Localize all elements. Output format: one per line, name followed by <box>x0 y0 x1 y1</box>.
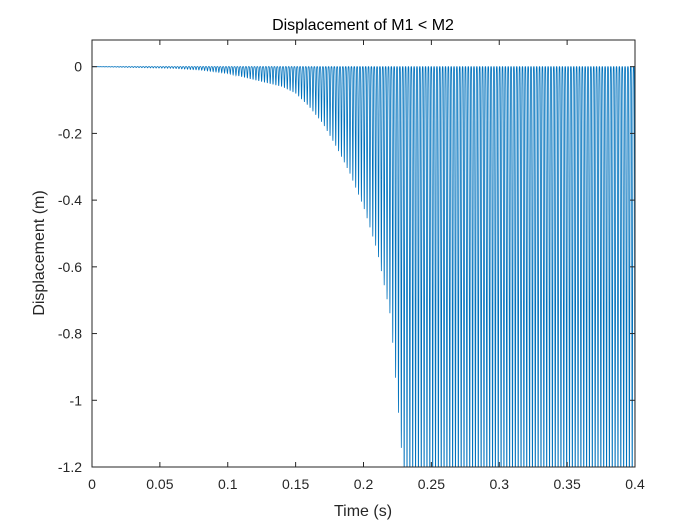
x-tick-label: 0.1 <box>218 476 238 492</box>
y-axis-label: Displacement (m) <box>31 190 48 315</box>
chart-title: Displacement of M1 < M2 <box>272 17 454 34</box>
x-tick-label: 0.15 <box>282 476 309 492</box>
y-tick-label: -0.4 <box>58 192 82 208</box>
x-tick-label: 0.35 <box>554 476 581 492</box>
x-axis-label: Time (s) <box>334 503 392 520</box>
y-tick-label: -0.6 <box>58 259 82 275</box>
x-tick-label: 0.05 <box>146 476 173 492</box>
x-axis: 0 0.05 0.1 0.15 0.2 0.25 0.3 0.35 0.4 <box>88 40 645 492</box>
y-tick-label: 0 <box>74 59 82 75</box>
series-displacement-line <box>92 66 635 467</box>
x-tick-label: 0.2 <box>354 476 374 492</box>
y-tick-label: -1 <box>70 392 83 408</box>
y-tick-label: -0.2 <box>58 125 82 141</box>
y-tick-label: -1.2 <box>58 459 82 475</box>
y-tick-label: -0.8 <box>58 326 82 342</box>
x-tick-label: 0.3 <box>490 476 510 492</box>
x-tick-label: 0.25 <box>418 476 445 492</box>
x-tick-label: 0 <box>88 476 96 492</box>
x-tick-label: 0.4 <box>625 476 645 492</box>
plot-area <box>91 39 636 468</box>
y-axis: 0 -0.2 -0.4 -0.6 -0.8 -1 -1.2 <box>58 59 635 475</box>
